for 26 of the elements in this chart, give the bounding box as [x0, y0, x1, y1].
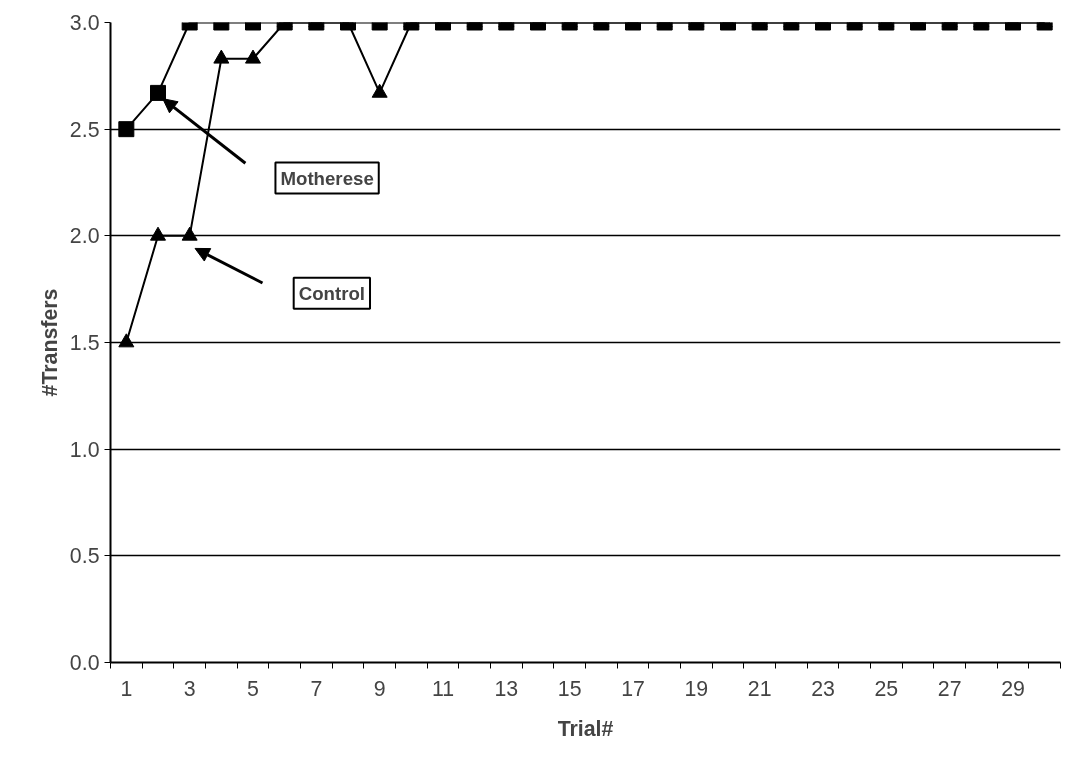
x-tick-label: 21 [747, 676, 772, 701]
x-tick-label: 7 [310, 676, 323, 701]
annotation: Motherese [280, 167, 374, 189]
x-tick-label: 23 [811, 676, 835, 701]
y-tick-label: 0.0 [69, 651, 100, 675]
x-tick-label: 27 [937, 676, 962, 701]
x-tick-label: 15 [557, 676, 582, 701]
y-tick-label: 3.0 [69, 11, 100, 35]
x-tick-label: 9 [373, 676, 386, 701]
x-axis-title: Trial# [557, 716, 614, 741]
y-tick-label: 1.5 [69, 331, 100, 355]
x-tick-label: 13 [494, 676, 519, 701]
x-tick-label: 19 [684, 676, 709, 701]
x-tick-label: 29 [1001, 676, 1025, 701]
x-tick-label: 5 [247, 676, 259, 701]
x-tick-label: 1 [120, 676, 133, 701]
y-tick-label: 2.5 [69, 117, 100, 142]
x-tick-label: 11 [431, 676, 455, 701]
y-tick-label: 1.0 [69, 437, 100, 462]
y-tick-label: 2.0 [69, 224, 100, 249]
x-tick-label: 3 [183, 676, 196, 701]
y-axis-title: #Transfers [37, 288, 62, 397]
x-tick-label: 25 [874, 676, 899, 701]
annotation: Control [298, 282, 366, 304]
x-tick-label: 17 [621, 676, 645, 701]
y-tick-label: 0.5 [69, 544, 100, 569]
